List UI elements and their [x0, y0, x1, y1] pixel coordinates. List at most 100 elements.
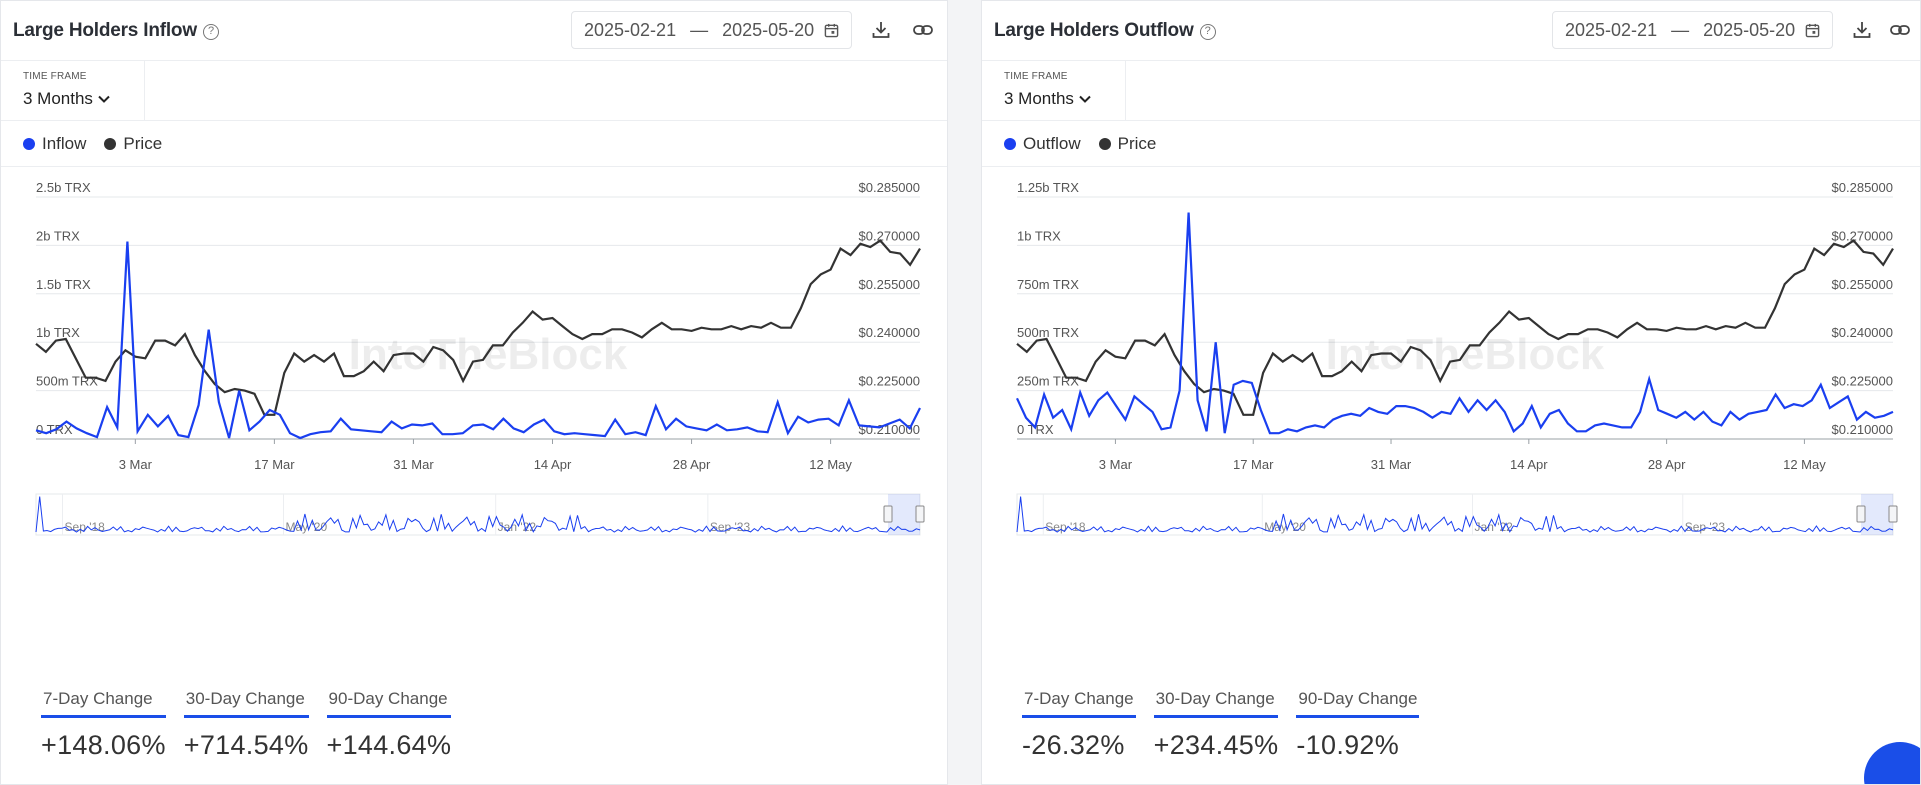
navigator-label: Sep '23	[710, 520, 751, 534]
change-7d[interactable]: 7-Day Change -26.32%	[1022, 689, 1136, 760]
chevron-down-icon	[1079, 95, 1091, 103]
download-icon[interactable]	[1851, 19, 1873, 41]
change-90d[interactable]: 90-Day Change +144.64%	[326, 689, 452, 760]
y-right-tick-label: $0.240000	[1832, 325, 1893, 340]
date-start: 2025-02-21	[1565, 19, 1658, 40]
y-right-tick-label: $0.210000	[1832, 422, 1893, 437]
y-right-tick-label: $0.285000	[1832, 180, 1893, 195]
date-separator: —	[1671, 19, 1690, 40]
navigator-handle	[915, 505, 925, 523]
navigator-series	[35, 496, 921, 533]
x-tick-label: 31 Mar	[1371, 457, 1412, 472]
change-90d[interactable]: 90-Day Change -10.92%	[1296, 689, 1420, 760]
date-separator: —	[690, 19, 709, 40]
y-right-tick-label: $0.255000	[859, 277, 920, 292]
date-start: 2025-02-21	[584, 19, 677, 40]
chat-button[interactable]	[1864, 742, 1920, 784]
navigator-handle	[883, 505, 893, 523]
panel-title: Large Holders Outflow?	[994, 20, 1216, 42]
price-line	[1016, 239, 1894, 416]
change-stats: 7-Day Change -26.32% 30-Day Change +234.45…	[1022, 689, 1420, 761]
outflow-panel: Large Holders Outflow? 2025-02-21 — 2025…	[981, 0, 1921, 785]
legend-item-flow[interactable]: Outflow	[1004, 134, 1081, 154]
navigator-label: Sep '18	[1045, 520, 1086, 534]
navigator-label: Sep '23	[1685, 520, 1726, 534]
y-right-tick-label: $0.255000	[1832, 277, 1893, 292]
y-right-tick-label: $0.285000	[859, 180, 920, 195]
link-icon[interactable]	[912, 19, 934, 41]
legend-dot-icon	[1098, 137, 1111, 150]
panel-header: Large Holders Inflow? 2025-02-21 — 2025-…	[1, 1, 947, 61]
navigator-handle	[1856, 505, 1866, 523]
change-7d[interactable]: 7-Day Change +148.06%	[41, 689, 166, 760]
link-icon[interactable]	[1889, 19, 1911, 41]
panel-title: Large Holders Inflow?	[13, 20, 219, 42]
legend-dot-icon	[1004, 137, 1016, 150]
navigator-window	[888, 494, 920, 535]
chart-legend: Inflow Price	[1, 121, 947, 167]
timeframe-select[interactable]: TIME FRAME 3 Months	[1, 61, 145, 120]
help-icon[interactable]: ?	[202, 24, 219, 40]
download-icon[interactable]	[870, 19, 892, 41]
calendar-icon	[824, 23, 839, 37]
timeframe-value: 3 Months	[23, 89, 93, 108]
x-tick-label: 12 May	[1783, 457, 1826, 472]
x-tick-label: 3 Mar	[119, 457, 153, 472]
x-tick-label: 31 Mar	[393, 457, 434, 472]
change-30d[interactable]: 30-Day Change +234.45%	[1153, 689, 1279, 760]
change-stats: 7-Day Change +148.06% 30-Day Change +714.5…	[41, 689, 452, 761]
legend-dot-icon	[23, 137, 35, 150]
navigator-window	[1861, 494, 1893, 535]
help-icon[interactable]: ?	[1199, 24, 1216, 40]
chevron-down-icon	[98, 95, 110, 103]
navigator	[1016, 493, 1894, 536]
calendar-icon	[1805, 23, 1820, 37]
navigator-series	[1016, 496, 1894, 533]
outflow-line	[1016, 212, 1894, 435]
chart-legend: Outflow Price	[982, 121, 1920, 167]
x-tick-label: 28 Apr	[673, 457, 711, 472]
navigator	[35, 493, 921, 536]
date-end: 2025-05-20	[1703, 19, 1796, 40]
inflow-line	[35, 241, 921, 440]
price-line	[35, 239, 921, 416]
x-tick-label: 17 Mar	[1233, 457, 1274, 472]
y-left-tick-label: 1.25b TRX	[1017, 180, 1079, 195]
x-tick-label: 14 Apr	[1510, 457, 1548, 472]
legend-item-price[interactable]: Price	[1098, 134, 1156, 154]
legend-item-price[interactable]: Price	[104, 134, 162, 154]
y-left-tick-label: 1.5b TRX	[36, 277, 91, 292]
inflow-panel: Large Holders Inflow? 2025-02-21 — 2025-…	[0, 0, 948, 785]
navigator-label: Sep '18	[65, 520, 106, 534]
y-left-tick-label: 500m TRX	[1017, 325, 1079, 340]
navigator-handle	[1888, 505, 1898, 523]
y-left-tick-label: 2b TRX	[36, 228, 80, 243]
timeframe-label: TIME FRAME	[1004, 71, 1068, 82]
timeframe-value: 3 Months	[1004, 89, 1074, 108]
timeframe-select[interactable]: TIME FRAME 3 Months	[982, 61, 1126, 120]
legend-dot-icon	[104, 137, 117, 150]
y-left-tick-label: 500m TRX	[36, 374, 98, 389]
timeframe-label: TIME FRAME	[23, 71, 87, 82]
date-range-picker[interactable]: 2025-02-21 — 2025-05-20	[571, 11, 853, 49]
y-right-tick-label: $0.225000	[859, 374, 920, 389]
y-left-tick-label: 0 TRX	[1017, 422, 1054, 437]
legend-item-flow[interactable]: Inflow	[23, 134, 86, 154]
change-30d[interactable]: 30-Day Change +714.54%	[183, 689, 309, 760]
y-right-tick-label: $0.210000	[859, 422, 920, 437]
y-left-tick-label: 750m TRX	[1017, 277, 1079, 292]
navigator-label: May '20	[286, 520, 328, 534]
y-right-tick-label: $0.225000	[1832, 374, 1893, 389]
y-right-tick-label: $0.240000	[859, 325, 920, 340]
x-tick-label: 17 Mar	[254, 457, 295, 472]
x-tick-label: 12 May	[809, 457, 852, 472]
y-right-tick-label: $0.270000	[1832, 228, 1893, 243]
timeframe-bar: TIME FRAME 3 Months	[1, 61, 947, 121]
y-right-tick-label: $0.270000	[859, 228, 920, 243]
date-range-picker[interactable]: 2025-02-21 — 2025-05-20	[1552, 11, 1834, 49]
x-tick-label: 28 Apr	[1648, 457, 1686, 472]
panel-header: Large Holders Outflow? 2025-02-21 — 2025…	[982, 1, 1920, 61]
timeframe-bar: TIME FRAME 3 Months	[982, 61, 1920, 121]
line-chart[interactable]: 0 TRX 250m TRX 500m TRX 750m TRX 1b TRX 1.25b…	[982, 169, 1921, 669]
